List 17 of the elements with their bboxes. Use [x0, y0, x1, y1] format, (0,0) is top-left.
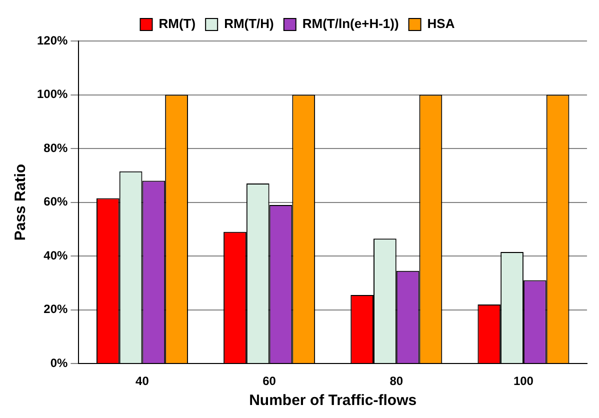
- y-tick-label: 40%: [44, 248, 68, 262]
- legend-label: RM(T/H): [224, 16, 274, 32]
- x-tick-label: 60: [262, 374, 276, 388]
- y-tick-label: 0%: [50, 356, 68, 370]
- legend-label: HSA: [427, 16, 456, 32]
- x-tick-label: 80: [390, 374, 404, 388]
- x-axis-title: Number of Traffic-flows: [249, 392, 417, 410]
- y-tick-label: 120%: [36, 33, 68, 48]
- y-tick-label: 60%: [44, 194, 68, 209]
- legend-label: RM(T): [158, 16, 196, 32]
- y-tick-label: 20%: [44, 302, 68, 316]
- legend-label: RM(T/ln(e+H-1)): [302, 16, 399, 32]
- y-tick-label: 80%: [44, 140, 68, 155]
- x-tick-label: 40: [136, 374, 150, 388]
- y-tick-label: 100%: [36, 87, 68, 102]
- y-axis-title: Pass Ratio: [12, 164, 30, 241]
- x-tick-label: 100: [513, 374, 534, 388]
